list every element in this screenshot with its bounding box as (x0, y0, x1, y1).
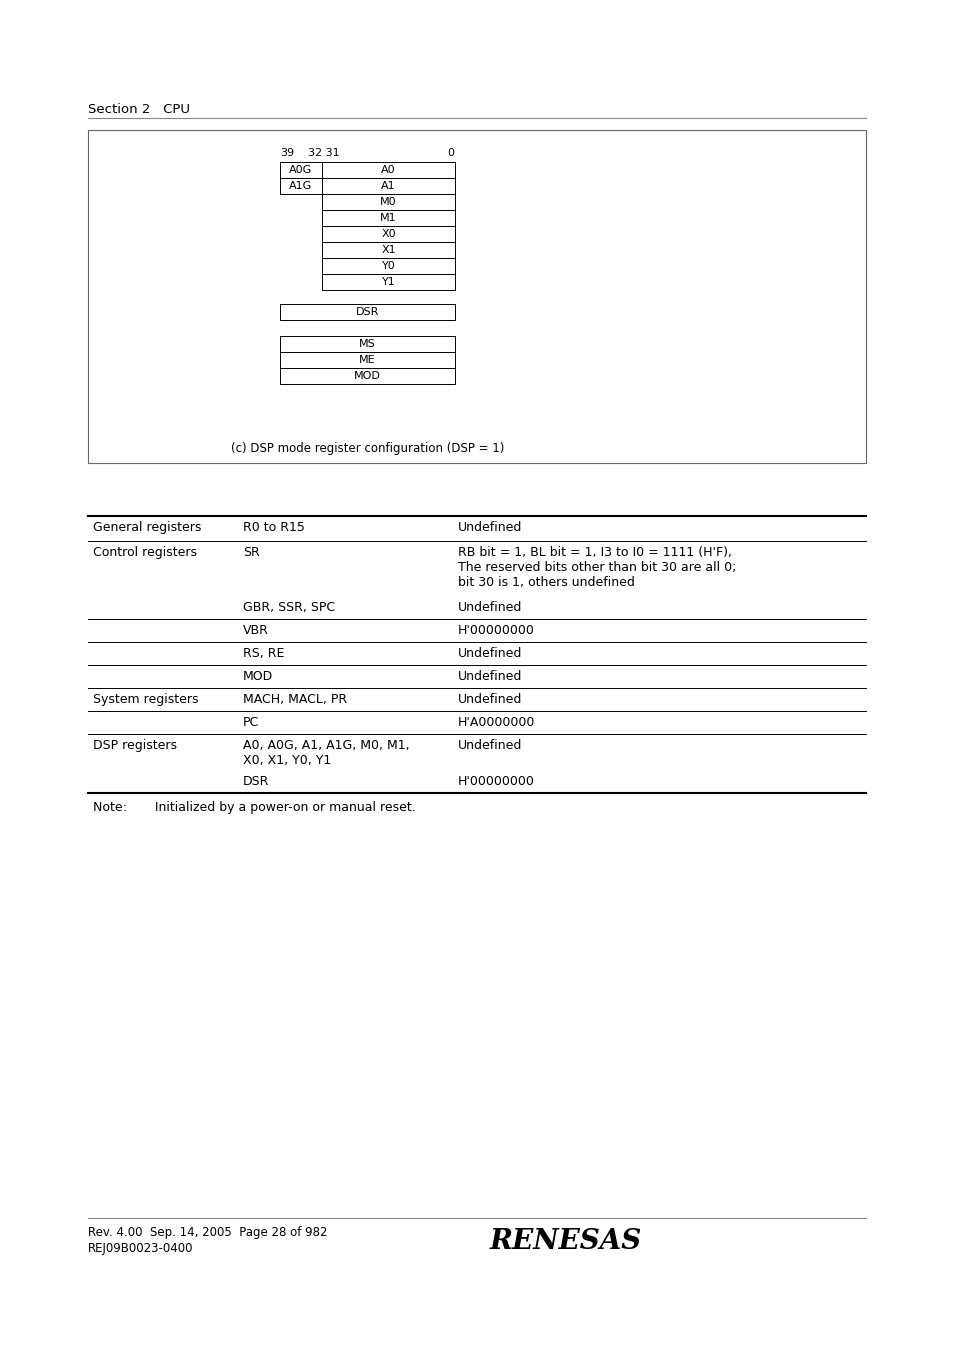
Text: ME: ME (359, 355, 375, 365)
Text: X1: X1 (381, 245, 395, 255)
Bar (322, 226, 455, 242)
Text: Y0: Y0 (381, 261, 395, 272)
Text: 39: 39 (280, 149, 294, 158)
Bar (322, 195, 455, 209)
Text: PC: PC (243, 716, 259, 730)
Text: GBR, SSR, SPC: GBR, SSR, SPC (243, 601, 335, 613)
Text: MOD: MOD (354, 372, 380, 381)
Text: DSR: DSR (355, 307, 378, 317)
Text: A1: A1 (381, 181, 395, 190)
Text: Y1: Y1 (381, 277, 395, 286)
Text: Undefined: Undefined (457, 739, 522, 753)
Text: VBR: VBR (243, 624, 269, 638)
Text: Section 2   CPU: Section 2 CPU (88, 103, 190, 116)
Text: DSR: DSR (243, 775, 269, 788)
Text: M1: M1 (380, 213, 396, 223)
Bar (280, 367, 455, 384)
Text: Control registers: Control registers (92, 546, 196, 559)
Text: A0G: A0G (289, 165, 313, 176)
Text: Note:       Initialized by a power-on or manual reset.: Note: Initialized by a power-on or manua… (92, 801, 416, 815)
Bar (280, 304, 455, 320)
Text: Undefined: Undefined (457, 693, 522, 707)
Text: DSP registers: DSP registers (92, 739, 177, 753)
Text: Undefined: Undefined (457, 601, 522, 613)
Bar (280, 353, 455, 367)
Bar (322, 274, 455, 290)
Bar (88, 130, 865, 463)
Bar (322, 209, 455, 226)
Text: SR: SR (243, 546, 259, 559)
Bar (322, 162, 455, 178)
Text: (c) DSP mode register configuration (DSP = 1): (c) DSP mode register configuration (DSP… (231, 442, 503, 455)
Bar (322, 242, 455, 258)
Text: A1G: A1G (289, 181, 313, 190)
Text: H'00000000: H'00000000 (457, 624, 535, 638)
Text: MACH, MACL, PR: MACH, MACL, PR (243, 693, 347, 707)
Text: R0 to R15: R0 to R15 (243, 521, 305, 534)
Text: Undefined: Undefined (457, 647, 522, 661)
Text: REJ09B0023-0400: REJ09B0023-0400 (88, 1242, 193, 1255)
Text: RB bit = 1, BL bit = 1, I3 to I0 = 1111 (H'F),
The reserved bits other than bit : RB bit = 1, BL bit = 1, I3 to I0 = 1111 … (457, 546, 736, 589)
Bar (280, 178, 322, 195)
Text: RENESAS: RENESAS (490, 1228, 641, 1255)
Text: System registers: System registers (92, 693, 198, 707)
Text: 32 31: 32 31 (308, 149, 339, 158)
Text: A0: A0 (381, 165, 395, 176)
Bar (280, 336, 455, 353)
Text: H'A0000000: H'A0000000 (457, 716, 535, 730)
Text: 0: 0 (447, 149, 454, 158)
Text: MS: MS (358, 339, 375, 349)
Text: X0: X0 (381, 230, 395, 239)
Text: Rev. 4.00  Sep. 14, 2005  Page 28 of 982: Rev. 4.00 Sep. 14, 2005 Page 28 of 982 (88, 1225, 327, 1239)
Text: A0, A0G, A1, A1G, M0, M1,
X0, X1, Y0, Y1: A0, A0G, A1, A1G, M0, M1, X0, X1, Y0, Y1 (243, 739, 409, 767)
Text: Undefined: Undefined (457, 670, 522, 684)
Text: H'00000000: H'00000000 (457, 775, 535, 788)
Text: M0: M0 (380, 197, 396, 207)
Text: RS, RE: RS, RE (243, 647, 284, 661)
Bar (280, 162, 322, 178)
Text: Undefined: Undefined (457, 521, 522, 534)
Text: MOD: MOD (243, 670, 273, 684)
Text: General registers: General registers (92, 521, 201, 534)
Bar (322, 258, 455, 274)
Bar (322, 178, 455, 195)
